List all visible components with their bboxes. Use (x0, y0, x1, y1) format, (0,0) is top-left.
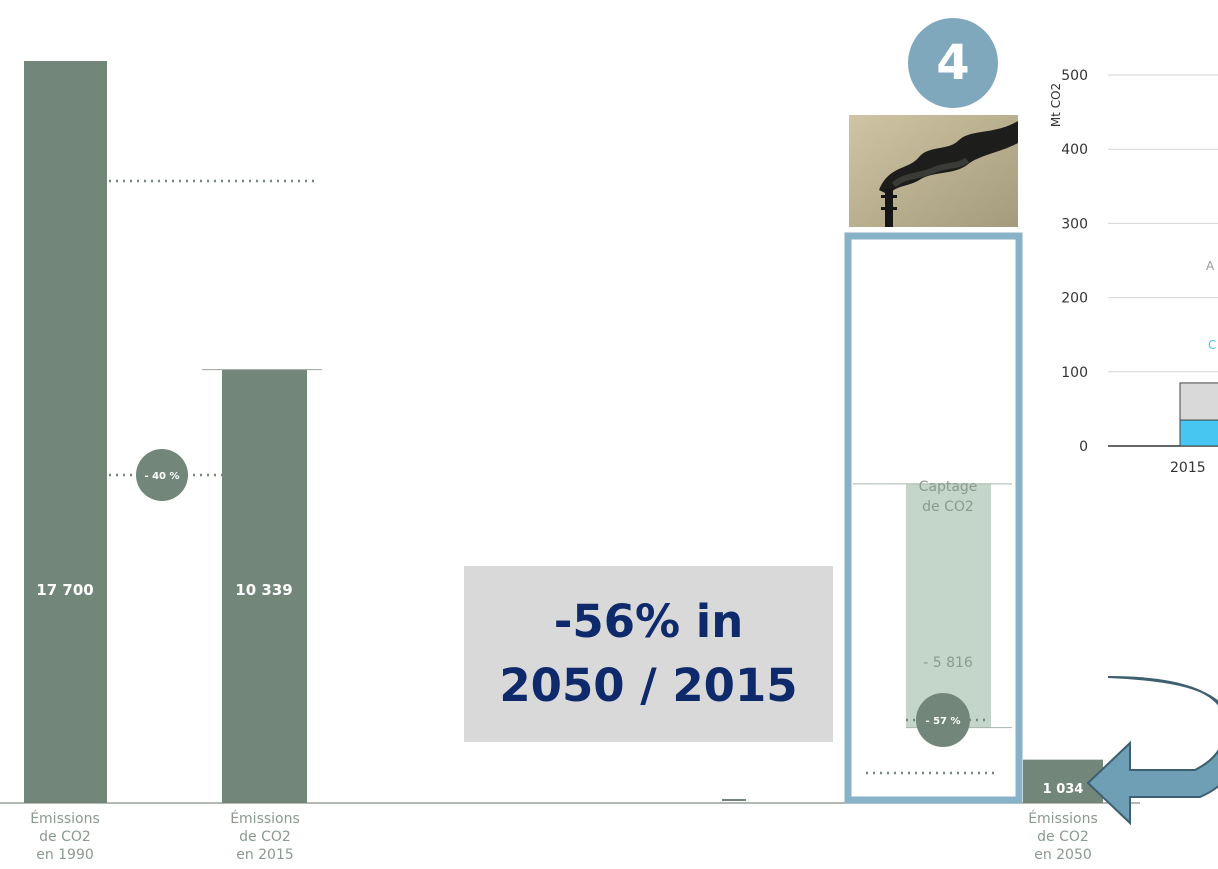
category-2050-line-2: de CO2 (1037, 829, 1089, 845)
callout-line-2: 2050 / 2015 (499, 659, 798, 712)
curved-arrow-icon (1086, 676, 1218, 826)
bar-2015-value: 10 339 (235, 581, 292, 599)
category-2015-line-1: Émissions (230, 810, 300, 827)
category-2050-line-1: Émissions (1028, 810, 1098, 827)
step-number-badge: 4 (908, 18, 998, 108)
mini-partial-label-c: C (1208, 338, 1216, 352)
category-2050-line-3: en 2050 (1034, 847, 1092, 863)
reduction-callout: -56% in 2050 / 2015 (464, 566, 833, 742)
reduction-1-label: - 40 % (144, 471, 179, 482)
reduction-2-badge (916, 693, 970, 747)
mini-tick-300: 300 (1061, 216, 1088, 232)
capture-label-line-2: de CO2 (922, 499, 974, 515)
step-number: 4 (936, 35, 970, 91)
smokestack-photo (849, 115, 1018, 227)
reduction-1-badge (136, 449, 188, 501)
bar-1990 (24, 61, 107, 803)
bar-capture (906, 483, 991, 728)
bar-capture-value: - 5 816 (923, 655, 973, 671)
mini-y-axis-label: Mt CO2 (1049, 83, 1063, 127)
mini-tick-500: 500 (1061, 68, 1088, 84)
mini-tick-400: 400 (1061, 142, 1088, 158)
mini-tick-0: 0 (1079, 439, 1088, 455)
highlight-frame (844, 232, 1023, 804)
mini-partial-label-a: A (1206, 259, 1215, 273)
category-2015-line-3: en 2015 (236, 847, 294, 863)
mini-x-tick: 2015 (1170, 460, 1206, 476)
category-2015-line-2: de CO2 (239, 829, 291, 845)
category-1990-line-2: de CO2 (39, 829, 91, 845)
bar-2050-value: 1 034 (1043, 782, 1084, 797)
capture-label-line-1: Captage (919, 479, 978, 495)
mini-tick-100: 100 (1061, 365, 1088, 381)
mini-bar-segment-2 (1179, 382, 1218, 421)
callout-line-1: -56% in (553, 595, 744, 648)
reduction-2-label: - 57 % (925, 716, 960, 727)
bar-2015 (222, 369, 307, 803)
bar-1990-value: 17 700 (36, 581, 93, 599)
mini-bar-segment-1 (1179, 419, 1218, 447)
category-1990-line-1: Émissions (30, 810, 100, 827)
mini-tick-200: 200 (1061, 291, 1088, 307)
category-1990-line-3: en 1990 (36, 847, 94, 863)
